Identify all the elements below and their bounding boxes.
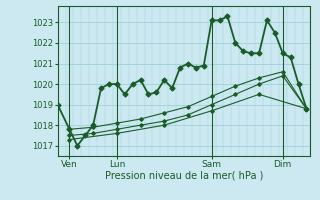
X-axis label: Pression niveau de la mer( hPa ): Pression niveau de la mer( hPa ) [105,171,263,181]
